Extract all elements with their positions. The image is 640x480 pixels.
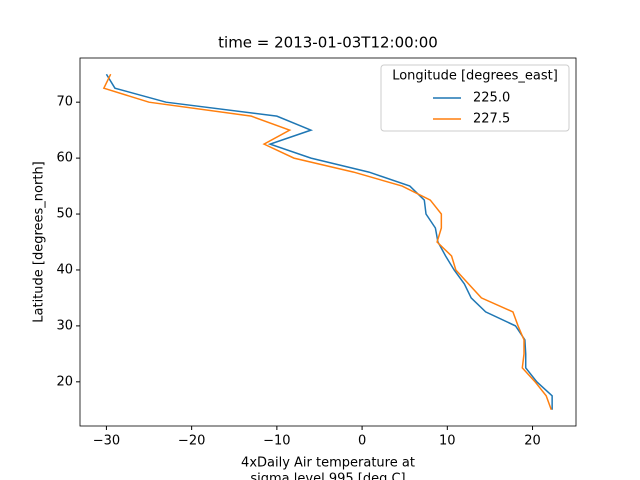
x-tick-label: −20 <box>178 434 205 449</box>
legend-label: 227.5 <box>473 112 510 127</box>
y-axis-label: Latitude [degrees_north] <box>32 161 47 322</box>
x-axis-label: sigma level 995 [deg C] <box>250 472 405 480</box>
x-tick-label: 10 <box>439 434 456 449</box>
x-axis-label: 4xDaily Air temperature at <box>241 456 415 471</box>
y-tick-label: 20 <box>56 374 73 389</box>
x-tick-label: 0 <box>358 434 366 449</box>
y-tick-label: 50 <box>56 207 73 222</box>
legend-label: 225.0 <box>473 91 510 106</box>
x-tick-label: −10 <box>263 434 290 449</box>
y-tick-label: 70 <box>56 95 73 110</box>
line <box>102 73 552 411</box>
chart-title: time = 2013-01-03T12:00:00 <box>218 34 438 52</box>
y-tick-label: 30 <box>56 318 73 333</box>
y-tick-label: 40 <box>56 262 73 277</box>
x-tick-label: 20 <box>524 434 541 449</box>
legend-box <box>380 64 570 132</box>
legend-title: Longitude [degrees_east] <box>392 69 558 84</box>
y-tick-label: 60 <box>56 151 73 166</box>
plot-frame <box>79 57 577 427</box>
x-tick-label: −30 <box>93 434 120 449</box>
